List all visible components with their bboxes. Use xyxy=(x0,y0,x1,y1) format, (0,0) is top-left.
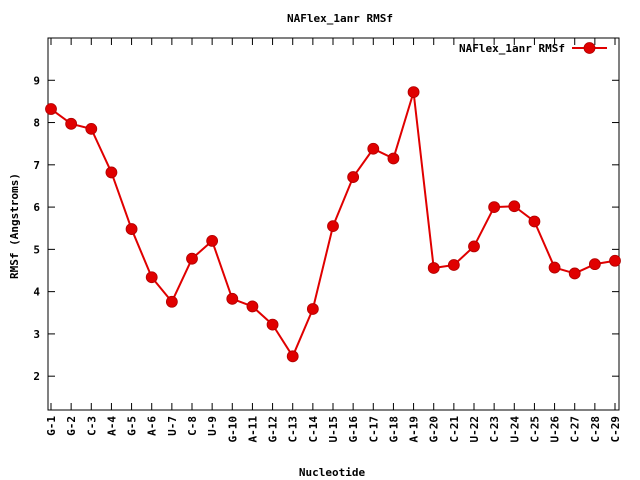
x-tick-label: G-18 xyxy=(387,416,400,443)
x-tick-label: U-7 xyxy=(166,416,179,436)
y-tick-label: 3 xyxy=(33,328,40,341)
x-tick-label: U-9 xyxy=(206,416,219,436)
legend: NAFlex_1anr RMSf xyxy=(459,42,607,55)
x-tick-label: G-2 xyxy=(65,416,78,436)
y-tick-label: 6 xyxy=(33,201,40,214)
x-tick-label: A-11 xyxy=(246,416,259,443)
x-ticks: G-1 G-2 C-3 A-4 G-5 A-6 U-7 C-8 U-9 G-10 A-11 G-12 C… xyxy=(45,38,622,443)
y-axis-label: RMSf (Angstroms) xyxy=(8,173,21,279)
x-tick-label: G-5 xyxy=(126,416,139,436)
data-point xyxy=(568,267,581,280)
data-point xyxy=(246,300,259,313)
y-tick-label: 9 xyxy=(33,74,40,87)
x-tick-label: G-16 xyxy=(347,416,360,443)
data-point xyxy=(407,86,420,99)
x-tick-label: U-22 xyxy=(468,416,481,443)
data-point xyxy=(206,235,219,247)
y-tick-label: 7 xyxy=(33,159,40,172)
data-point xyxy=(327,220,339,233)
y-tick-label: 8 xyxy=(33,117,40,130)
data-point xyxy=(125,223,138,235)
data-point xyxy=(508,200,521,213)
data-point xyxy=(65,117,78,130)
data-point xyxy=(165,295,178,308)
data-point xyxy=(186,252,198,265)
data-point xyxy=(468,240,480,253)
data-point xyxy=(387,152,400,165)
y-tick-label: 2 xyxy=(33,370,40,383)
chart-title: NAFlex_1anr RMSf xyxy=(287,12,393,25)
data-point xyxy=(488,201,501,213)
y-ticks: 2 3 4 5 6 7 8 9 xyxy=(33,74,619,383)
x-tick-label: C-27 xyxy=(569,416,582,443)
data-point xyxy=(367,142,380,155)
data-point xyxy=(447,259,460,271)
x-tick-label: C-14 xyxy=(307,416,320,443)
x-tick-label: C-13 xyxy=(287,416,300,443)
x-tick-label: G-1 xyxy=(45,416,58,436)
data-point xyxy=(286,350,299,363)
y-tick-label: 5 xyxy=(33,243,40,256)
data-point xyxy=(609,254,621,267)
data-point xyxy=(528,215,541,228)
x-tick-label: A-6 xyxy=(146,416,159,436)
x-tick-label: U-15 xyxy=(327,416,340,443)
data-point xyxy=(266,318,279,331)
x-tick-label: C-21 xyxy=(448,416,461,443)
x-tick-label: C-23 xyxy=(488,416,501,443)
data-point xyxy=(105,166,118,179)
data-point xyxy=(226,292,239,305)
x-tick-label: G-10 xyxy=(226,416,239,443)
data-point xyxy=(306,303,319,315)
x-tick-label: A-4 xyxy=(105,416,118,436)
x-tick-label: A-19 xyxy=(408,416,421,443)
x-tick-label: C-28 xyxy=(589,416,602,443)
x-tick-label: G-12 xyxy=(267,416,280,443)
data-point xyxy=(145,271,158,284)
data-point xyxy=(85,122,98,135)
data-point xyxy=(427,262,440,274)
data-point xyxy=(548,261,561,274)
data-point xyxy=(347,171,360,183)
legend-label: NAFlex_1anr RMSf xyxy=(459,42,565,55)
x-axis-label: Nucleotide xyxy=(299,466,366,479)
legend-marker-sample xyxy=(583,42,596,54)
series-layer xyxy=(45,86,621,363)
y-tick-label: 4 xyxy=(33,286,40,299)
x-tick-label: G-20 xyxy=(428,416,441,443)
x-tick-label: C-25 xyxy=(528,416,541,443)
x-tick-label: C-17 xyxy=(367,416,380,443)
x-tick-label: C-8 xyxy=(186,416,199,436)
data-point xyxy=(588,258,601,271)
x-tick-label: C-3 xyxy=(85,416,98,436)
x-tick-label: U-26 xyxy=(549,416,562,443)
x-tick-label: C-29 xyxy=(609,416,622,443)
x-tick-label: U-24 xyxy=(508,416,521,443)
data-point xyxy=(45,103,57,115)
